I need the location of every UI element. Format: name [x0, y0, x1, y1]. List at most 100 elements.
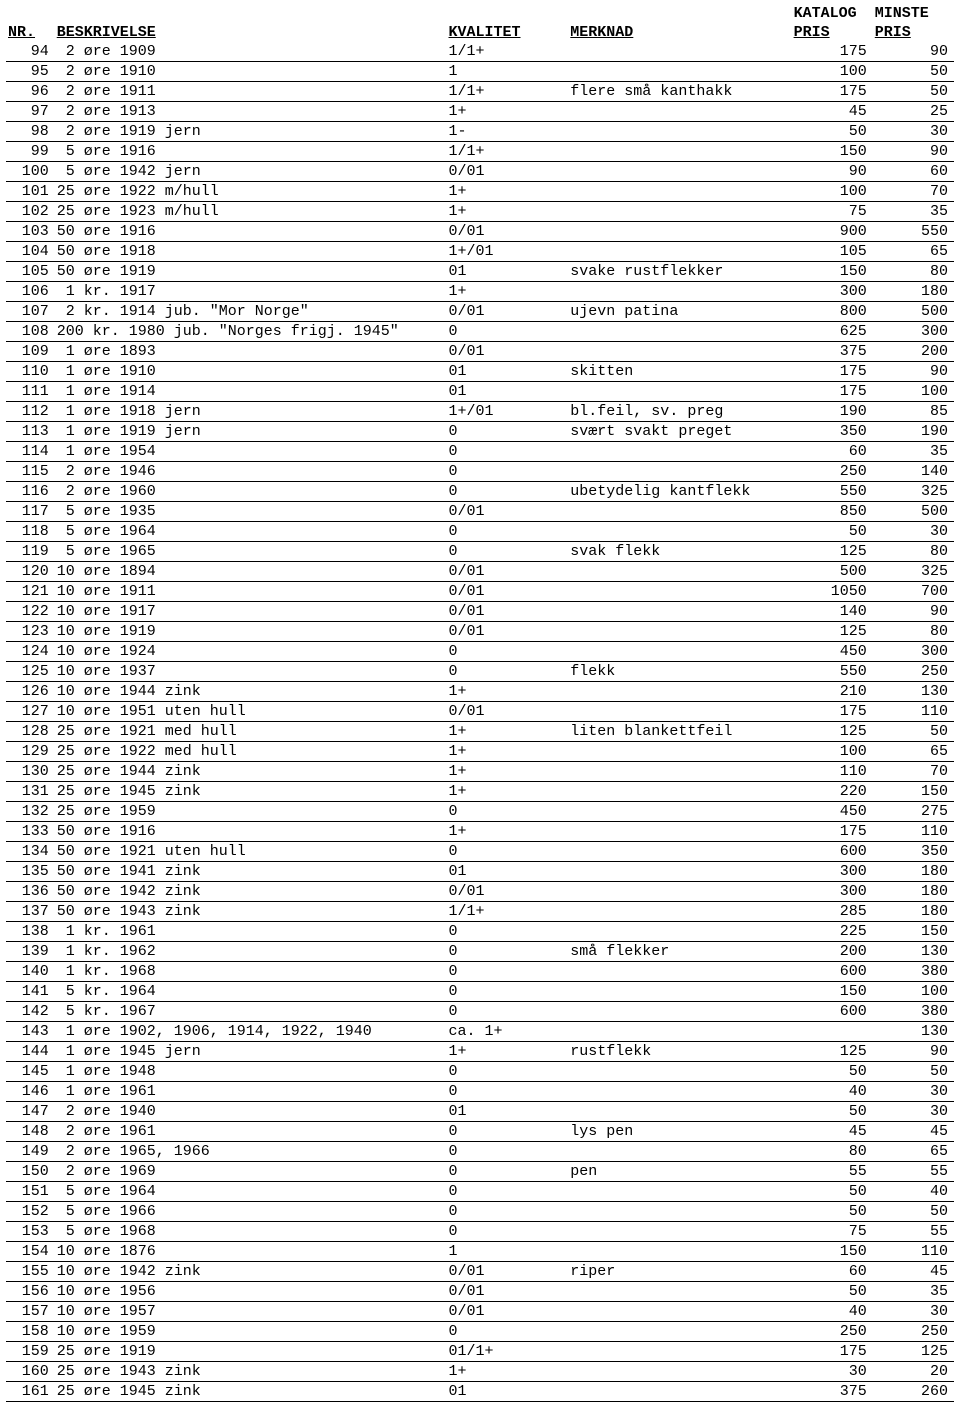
cell-beskrivelse: 1 kr. 1968 [55, 962, 447, 982]
cell-beskrivelse: 2 øre 1965, 1966 [55, 1142, 447, 1162]
cell-kvalitet: 0/01 [447, 1262, 569, 1282]
cell-kvalitet: 1+ [447, 282, 569, 302]
cell-kvalitet: 1+ [447, 102, 569, 122]
cell-beskrivelse: 2 øre 1960 [55, 482, 447, 502]
cell-nr: 138 [6, 922, 55, 942]
cell-minste: 150 [873, 782, 954, 802]
cell-beskrivelse: 10 øre 1876 [55, 1242, 447, 1262]
cell-merknad [568, 122, 791, 142]
cell-kvalitet: 0 [447, 922, 569, 942]
table-row: 141 5 kr. 19640150100 [6, 982, 954, 1002]
cell-nr: 114 [6, 442, 55, 462]
cell-minste: 110 [873, 822, 954, 842]
cell-kvalitet: 0 [447, 642, 569, 662]
cell-minste: 35 [873, 202, 954, 222]
cell-katalog: 100 [792, 62, 873, 82]
cell-katalog: 175 [792, 82, 873, 102]
cell-katalog: 75 [792, 1222, 873, 1242]
cell-nr: 108 [6, 322, 55, 342]
cell-merknad [568, 1142, 791, 1162]
cell-merknad [568, 1102, 791, 1122]
table-row: 142 5 kr. 19670600380 [6, 1002, 954, 1022]
cell-merknad: liten blankettfeil [568, 722, 791, 742]
cell-katalog: 450 [792, 642, 873, 662]
cell-minste: 70 [873, 762, 954, 782]
cell-katalog: 50 [792, 1182, 873, 1202]
table-row: 109 1 øre 18930/01375200 [6, 342, 954, 362]
cell-merknad [568, 702, 791, 722]
cell-katalog: 100 [792, 182, 873, 202]
cell-nr: 94 [6, 42, 55, 62]
cell-minste: 35 [873, 1282, 954, 1302]
table-row: 148 2 øre 19610lys pen4545 [6, 1122, 954, 1142]
cell-nr: 154 [6, 1242, 55, 1262]
cell-kvalitet: 1/1+ [447, 42, 569, 62]
cell-merknad [568, 142, 791, 162]
cell-kvalitet: 0/01 [447, 162, 569, 182]
cell-katalog: 625 [792, 322, 873, 342]
cell-merknad [568, 642, 791, 662]
cell-minste: 380 [873, 962, 954, 982]
cell-katalog: 850 [792, 502, 873, 522]
table-row: 15510 øre 1942 zink0/01riper6045 [6, 1262, 954, 1282]
cell-nr: 123 [6, 622, 55, 642]
cell-katalog: 300 [792, 882, 873, 902]
table-row: 15925 øre 191901/1+175125 [6, 1342, 954, 1362]
cell-katalog: 250 [792, 462, 873, 482]
table-row: 16125 øre 1945 zink01375260 [6, 1382, 954, 1402]
cell-nr: 121 [6, 582, 55, 602]
cell-beskrivelse: 25 øre 1943 zink [55, 1362, 447, 1382]
cell-nr: 152 [6, 1202, 55, 1222]
cell-beskrivelse: 1 øre 1910 [55, 362, 447, 382]
table-row: 12925 øre 1922 med hull1+10065 [6, 742, 954, 762]
cell-nr: 145 [6, 1062, 55, 1082]
table-row: 96 2 øre 19111/1+flere små kanthakk17550 [6, 82, 954, 102]
cell-nr: 96 [6, 82, 55, 102]
cell-beskrivelse: 10 øre 1957 [55, 1302, 447, 1322]
cell-nr: 113 [6, 422, 55, 442]
cell-beskrivelse: 5 øre 1966 [55, 1202, 447, 1222]
cell-merknad [568, 1202, 791, 1222]
cell-kvalitet: 1- [447, 122, 569, 142]
cell-merknad: skitten [568, 362, 791, 382]
cell-nr: 144 [6, 1042, 55, 1062]
cell-katalog: 175 [792, 702, 873, 722]
cell-nr: 147 [6, 1102, 55, 1122]
table-row: 150 2 øre 19690pen5555 [6, 1162, 954, 1182]
cell-kvalitet: 01/1+ [447, 1342, 569, 1362]
cell-merknad [568, 1242, 791, 1262]
cell-kvalitet: 0/01 [447, 702, 569, 722]
cell-merknad [568, 442, 791, 462]
cell-minste: 380 [873, 1002, 954, 1022]
cell-merknad [568, 282, 791, 302]
cell-merknad [568, 62, 791, 82]
table-row: 149 2 øre 1965, 196608065 [6, 1142, 954, 1162]
cell-beskrivelse: 1 øre 1893 [55, 342, 447, 362]
cell-katalog: 50 [792, 1282, 873, 1302]
cell-kvalitet: 01 [447, 862, 569, 882]
cell-kvalitet: 0/01 [447, 582, 569, 602]
cell-nr: 159 [6, 1342, 55, 1362]
cell-katalog: 50 [792, 122, 873, 142]
cell-merknad [568, 842, 791, 862]
cell-minste: 70 [873, 182, 954, 202]
cell-katalog: 175 [792, 42, 873, 62]
cell-beskrivelse: 10 øre 1919 [55, 622, 447, 642]
cell-katalog: 125 [792, 1042, 873, 1062]
cell-katalog: 125 [792, 542, 873, 562]
cell-beskrivelse: 10 øre 1951 uten hull [55, 702, 447, 722]
cell-kvalitet: 1/1+ [447, 142, 569, 162]
table-row: 13125 øre 1945 zink1+220150 [6, 782, 954, 802]
cell-beskrivelse: 10 øre 1917 [55, 602, 447, 622]
cell-katalog: 40 [792, 1082, 873, 1102]
table-row: 118 5 øre 196405030 [6, 522, 954, 542]
cell-nr: 97 [6, 102, 55, 122]
cell-kvalitet: 1 [447, 1242, 569, 1262]
table-row: 12210 øre 19170/0114090 [6, 602, 954, 622]
cell-kvalitet: 0 [447, 842, 569, 862]
cell-kvalitet: 0 [447, 322, 569, 342]
cell-merknad: svært svakt preget [568, 422, 791, 442]
table-row: 112 1 øre 1918 jern1+/01bl.feil, sv. pre… [6, 402, 954, 422]
table-row: 100 5 øre 1942 jern0/019060 [6, 162, 954, 182]
cell-beskrivelse: 2 øre 1969 [55, 1162, 447, 1182]
